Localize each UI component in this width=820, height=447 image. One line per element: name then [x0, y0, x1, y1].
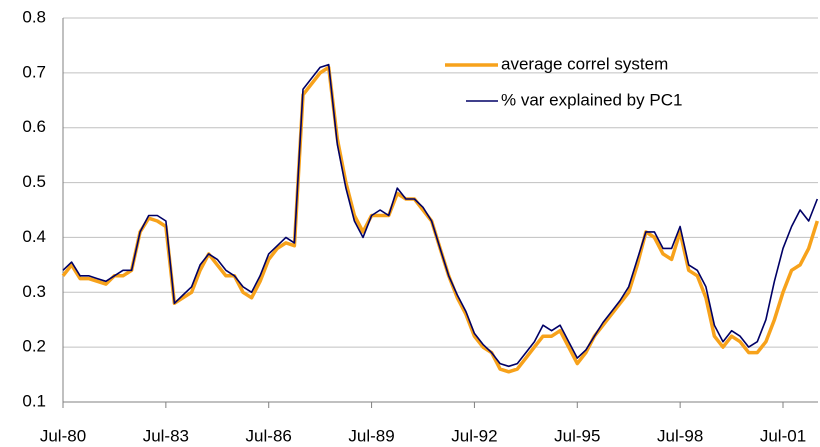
x-tick-label: Jul-89: [348, 426, 394, 445]
x-tick-label: Jul-95: [554, 426, 600, 445]
legend-label: % var explained by PC1: [501, 90, 682, 109]
line-series: [62, 63, 819, 368]
y-tick-label: 0.2: [22, 337, 46, 356]
y-tick-label: 0.1: [22, 391, 46, 410]
x-tick-label: Jul-92: [451, 426, 497, 445]
x-tick-label: Jul-86: [246, 426, 292, 445]
y-tick-label: 0.3: [22, 282, 46, 301]
y-tick-label: 0.4: [22, 227, 46, 246]
legend-label: average correl system: [501, 54, 668, 73]
x-tick-label: Jul-01: [760, 426, 806, 445]
y-tick-label: 0.8: [22, 7, 46, 26]
x-tick-label: Jul-80: [40, 426, 86, 445]
line-series: [61, 65, 819, 374]
x-tick-label: Jul-83: [143, 426, 189, 445]
y-tick-label: 0.7: [22, 62, 46, 81]
y-tick-label: 0.5: [22, 172, 46, 191]
y-tick-label: 0.6: [22, 117, 46, 136]
x-tick-label: Jul-98: [657, 426, 703, 445]
